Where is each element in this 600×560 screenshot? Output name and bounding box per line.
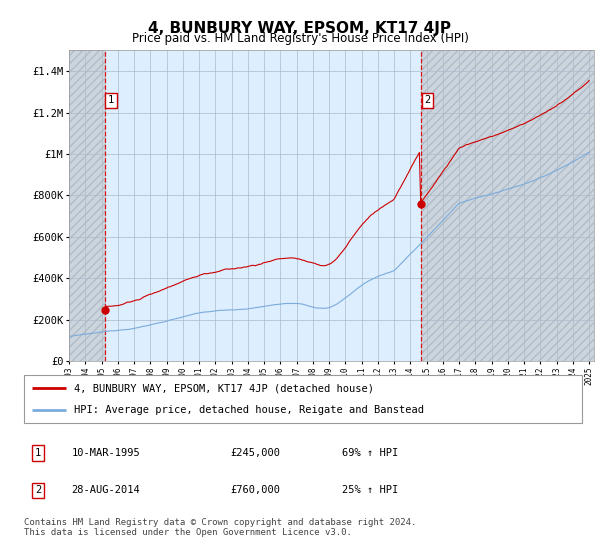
Text: Contains HM Land Registry data © Crown copyright and database right 2024.
This d: Contains HM Land Registry data © Crown c… xyxy=(24,518,416,538)
Bar xyxy=(421,50,600,361)
Text: 2: 2 xyxy=(424,95,430,105)
Text: £245,000: £245,000 xyxy=(230,448,280,458)
Text: 69% ↑ HPI: 69% ↑ HPI xyxy=(342,448,398,458)
Text: 25% ↑ HPI: 25% ↑ HPI xyxy=(342,486,398,496)
Text: Price paid vs. HM Land Registry's House Price Index (HPI): Price paid vs. HM Land Registry's House … xyxy=(131,32,469,45)
Text: 2: 2 xyxy=(35,486,41,496)
Text: 10-MAR-1995: 10-MAR-1995 xyxy=(71,448,140,458)
Text: 4, BUNBURY WAY, EPSOM, KT17 4JP (detached house): 4, BUNBURY WAY, EPSOM, KT17 4JP (detache… xyxy=(74,383,374,393)
Text: 1: 1 xyxy=(35,448,41,458)
Text: 28-AUG-2014: 28-AUG-2014 xyxy=(71,486,140,496)
Bar xyxy=(53,50,104,361)
FancyBboxPatch shape xyxy=(24,375,582,423)
Text: £760,000: £760,000 xyxy=(230,486,280,496)
Text: 4, BUNBURY WAY, EPSOM, KT17 4JP: 4, BUNBURY WAY, EPSOM, KT17 4JP xyxy=(149,21,452,36)
Bar xyxy=(421,50,600,361)
Bar xyxy=(53,50,104,361)
Text: HPI: Average price, detached house, Reigate and Banstead: HPI: Average price, detached house, Reig… xyxy=(74,405,424,415)
Text: 1: 1 xyxy=(108,95,114,105)
